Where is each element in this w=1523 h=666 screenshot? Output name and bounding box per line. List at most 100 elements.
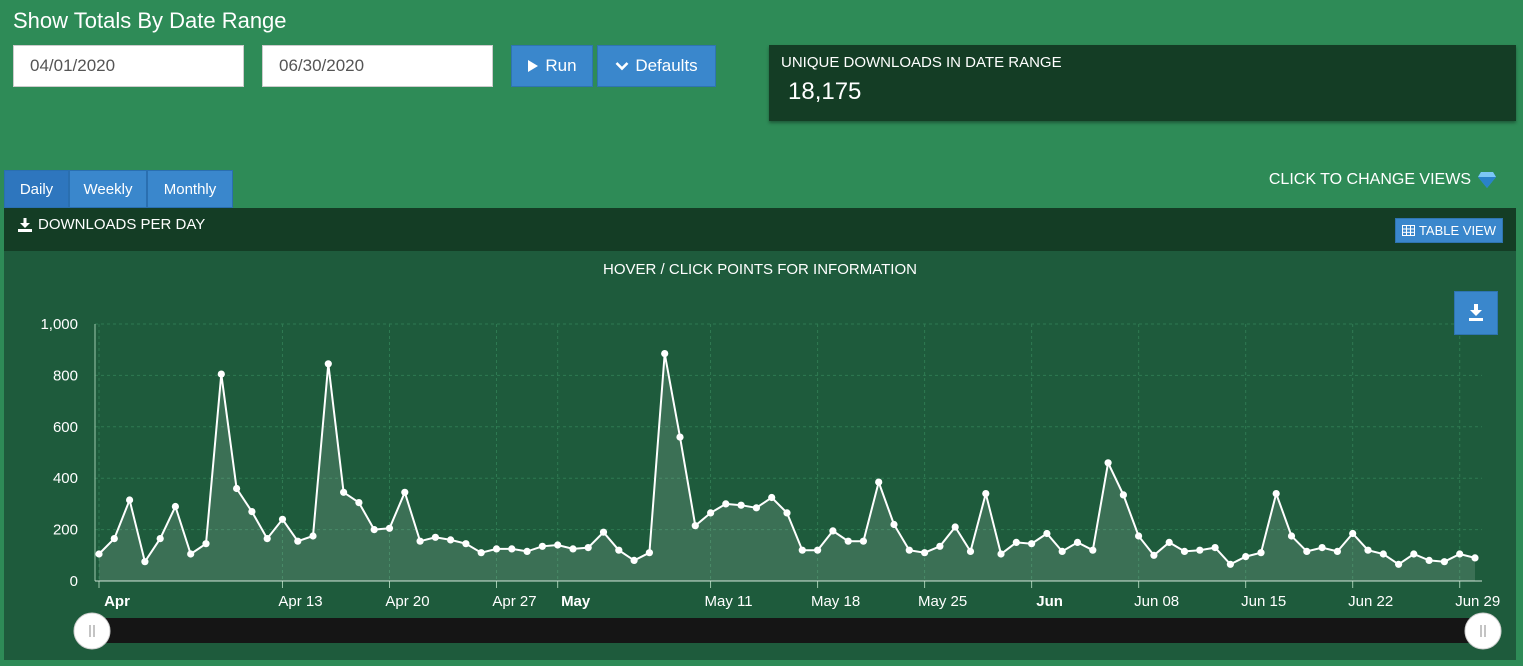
data-point[interactable] [431,533,439,541]
data-point[interactable] [171,502,179,511]
data-point[interactable] [1364,546,1372,554]
data-point[interactable] [1211,544,1219,552]
data-point[interactable] [1333,547,1341,555]
data-point[interactable] [141,558,149,566]
data-point[interactable] [462,540,470,548]
data-point[interactable] [1440,558,1448,566]
data-point[interactable] [447,536,455,544]
data-point[interactable] [1196,546,1204,554]
data-point[interactable] [691,522,699,530]
data-point[interactable] [752,504,761,512]
data-point[interactable] [1318,544,1326,552]
data-point[interactable] [385,524,394,532]
data-point[interactable] [569,545,577,553]
data-point[interactable] [416,537,424,545]
data-point[interactable] [645,549,654,557]
data-point[interactable] [1456,550,1464,558]
run-button[interactable]: Run [511,45,593,87]
data-point[interactable] [936,542,944,550]
tab-weekly[interactable]: Weekly [69,170,147,208]
data-point[interactable] [1303,547,1311,555]
data-point[interactable] [202,540,210,548]
data-point[interactable] [1257,549,1265,557]
data-point[interactable] [95,550,103,558]
data-point[interactable] [1349,529,1357,538]
data-point[interactable] [187,550,195,558]
data-point[interactable] [921,549,929,557]
data-point[interactable] [1471,554,1479,562]
data-point[interactable] [966,547,975,555]
data-point[interactable] [844,537,852,545]
data-point[interactable] [217,370,225,378]
data-point[interactable] [110,535,118,543]
data-point[interactable] [1425,556,1433,564]
data-point[interactable] [309,532,317,540]
data-point[interactable] [951,523,959,531]
table-view-button[interactable]: TABLE VIEW [1394,218,1503,243]
start-date-input[interactable] [13,45,244,87]
data-point[interactable] [768,493,776,502]
data-point[interactable] [599,528,608,536]
data-point[interactable] [1379,550,1387,558]
data-point[interactable] [783,509,791,517]
data-point[interactable] [1150,551,1158,559]
data-point[interactable] [1043,529,1051,538]
data-point[interactable] [890,520,898,529]
data-point[interactable] [477,549,485,557]
data-point[interactable] [1242,553,1250,561]
data-point[interactable] [676,433,684,441]
defaults-button[interactable]: Defaults [597,45,716,87]
data-point[interactable] [798,546,806,554]
data-point[interactable] [1410,550,1418,558]
range-handle[interactable] [73,612,111,650]
data-point[interactable] [982,490,990,498]
data-point[interactable] [707,509,715,517]
tab-monthly[interactable]: Monthly [147,170,233,208]
data-point[interactable] [661,350,669,358]
data-point[interactable] [859,537,868,545]
data-point[interactable] [340,488,348,496]
data-point[interactable] [278,515,287,523]
data-point[interactable] [615,546,623,554]
data-point[interactable] [722,500,730,508]
export-button[interactable] [1454,291,1498,335]
data-point[interactable] [1028,540,1036,548]
data-point[interactable] [829,527,837,535]
data-point[interactable] [1135,532,1143,540]
data-point[interactable] [875,478,883,486]
data-point[interactable] [1089,546,1097,554]
data-point[interactable] [248,508,256,516]
data-point[interactable] [523,547,531,555]
data-point[interactable] [492,545,501,553]
data-point[interactable] [1226,560,1234,568]
data-point[interactable] [1058,547,1066,555]
data-point[interactable] [1073,538,1082,546]
data-point[interactable] [355,499,363,507]
data-point[interactable] [1012,538,1020,546]
data-point[interactable] [1104,459,1112,467]
data-point[interactable] [294,537,302,545]
data-point[interactable] [233,484,241,493]
data-point[interactable] [997,550,1005,558]
data-point[interactable] [1287,532,1296,540]
data-point[interactable] [538,542,547,550]
range-handle[interactable] [1464,612,1502,650]
data-point[interactable] [1119,491,1127,499]
data-point[interactable] [584,544,592,552]
data-point[interactable] [630,556,638,564]
data-point[interactable] [737,501,745,509]
data-point[interactable] [1395,560,1403,568]
data-point[interactable] [905,546,913,554]
data-point[interactable] [401,488,409,496]
data-point[interactable] [1272,490,1280,498]
data-point[interactable] [324,360,332,368]
change-views-link[interactable]: CLICK TO CHANGE VIEWS [1269,171,1497,189]
data-point[interactable] [370,526,378,534]
data-point[interactable] [1165,538,1173,546]
data-point[interactable] [1180,547,1189,555]
data-point[interactable] [554,541,562,549]
data-point[interactable] [508,545,516,553]
data-point[interactable] [814,546,822,554]
data-point[interactable] [126,496,134,504]
data-point[interactable] [263,535,271,543]
